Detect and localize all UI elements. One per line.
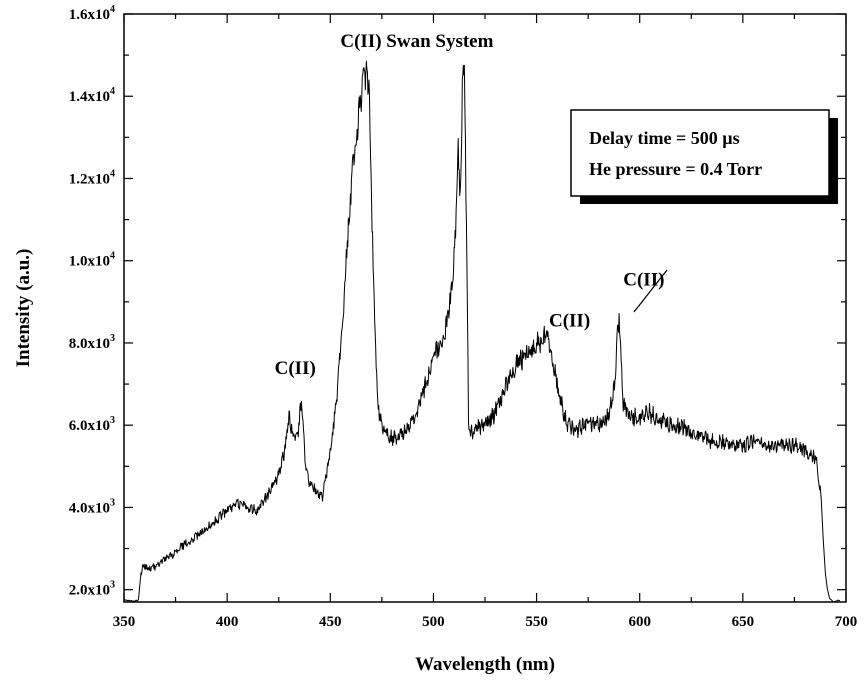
plot-frame (123, 13, 847, 603)
x-tick-label: 350 (113, 614, 136, 630)
y-axis-title: Intensity (a.u.) (13, 249, 34, 368)
series-line (123, 60, 841, 603)
x-tick-label: 650 (732, 614, 755, 630)
y-tick-label: 2.0x103 (69, 580, 115, 599)
axis-tick-labels: 350 400 450 500 550 600 650 700 2.0x103 4.0x103 6.… (69, 4, 858, 630)
x-axis-title: Wavelength (nm) (415, 654, 555, 675)
y-tick-label: 1.0x104 (69, 251, 115, 270)
x-tick-label: 550 (525, 614, 548, 630)
axis-ticks (123, 13, 847, 602)
x-tick-label: 600 (628, 614, 651, 630)
y-tick-label: 1.4x104 (69, 86, 115, 105)
x-tick-label: 400 (216, 614, 239, 630)
y-tick-label: 8.0x103 (69, 333, 115, 352)
y-tick-label: 6.0x103 (69, 415, 115, 434)
x-tick-label: 500 (422, 614, 445, 630)
annotation-label: C(II) (549, 311, 590, 332)
annotations: C(II) C(II) Swan System C(II) C(II) (275, 31, 665, 379)
y-tick-label: 4.0x103 (69, 497, 115, 516)
annotation-leader-line (633, 269, 668, 313)
annotation-label: C(II) Swan System (340, 31, 493, 52)
y-tick-label: 1.6x104 (69, 4, 115, 23)
annotation-label: C(II) (623, 269, 664, 290)
series-layer (123, 60, 841, 603)
legend-line-delay: Delay time = 500 µs (589, 128, 740, 148)
annotation-label: C(II) (275, 358, 316, 379)
legend-frame (570, 109, 830, 197)
x-tick-label: 450 (319, 614, 342, 630)
legend-line-pressure: He pressure = 0.4 Torr (589, 159, 762, 179)
legend-box: Delay time = 500 µs He pressure = 0.4 To… (570, 109, 838, 204)
x-tick-label: 700 (835, 614, 858, 630)
y-tick-label: 1.2x104 (69, 168, 115, 187)
